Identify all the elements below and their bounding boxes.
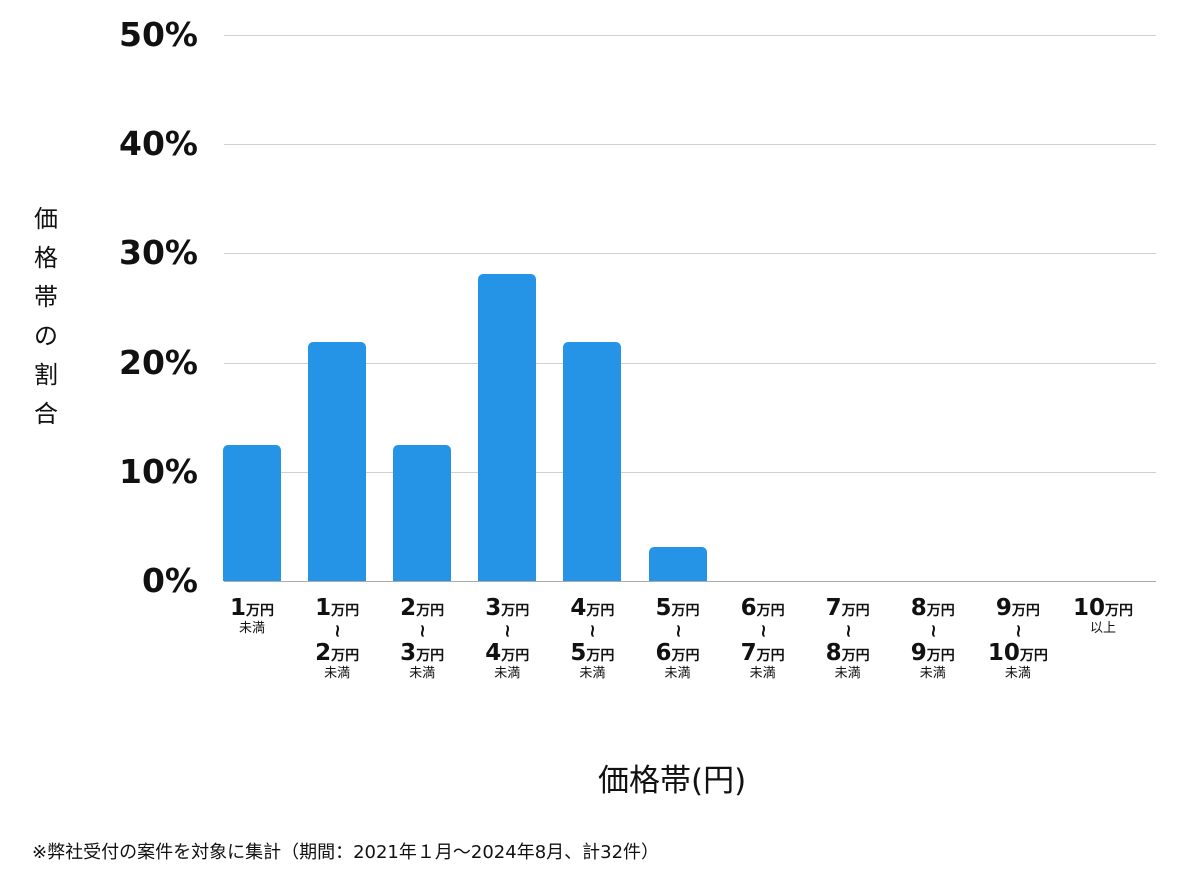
x-category-label: 3万円 ~4万円 未満 (485, 595, 530, 681)
bar (223, 444, 281, 581)
x-category-label: 1万円 ~2万円 未満 (315, 595, 360, 681)
x-category-label: 5万円 ~6万円 未満 (655, 595, 700, 681)
x-category-label: 1万円 未満 (229, 595, 274, 636)
y-axis-label: 価格帯の割合 (34, 205, 58, 428)
bar (478, 274, 537, 581)
y-tick-label: 30% (119, 233, 198, 273)
x-category-label: 7万円 ~8万円 未満 (825, 595, 870, 681)
x-axis-label: 価格帯(円) (598, 763, 747, 799)
gridline (224, 471, 1156, 473)
y-tick-label: 40% (119, 124, 198, 164)
x-category-label: 2万円 ~3万円 未満 (400, 595, 445, 681)
gridline (224, 253, 1156, 255)
bar (308, 341, 367, 581)
x-category-label: 10万円 以上 (1072, 595, 1133, 636)
bar (648, 547, 707, 581)
gridline (224, 581, 1156, 582)
gridline (224, 35, 1156, 36)
x-category-label: 8万円 ~9万円 未満 (910, 595, 955, 681)
y-tick-label: 0% (141, 561, 198, 600)
x-category-label: 9万円 ~10万円 未満 (987, 595, 1048, 681)
y-tick-label: 50% (119, 15, 198, 54)
x-category-label: 6万円 ~7万円 未満 (740, 595, 785, 681)
bar (563, 341, 622, 581)
gridline (224, 362, 1156, 364)
y-tick-label: 10% (119, 451, 198, 491)
x-category-label: 4万円 ~5万円 未満 (570, 595, 615, 681)
gridline (224, 144, 1156, 146)
footnote: ※弊社受付の案件を対象に集計（期間：2021年１月〜2024年8月、計32件） (32, 842, 660, 863)
y-tick-label: 20% (119, 342, 198, 382)
bar (393, 444, 452, 581)
